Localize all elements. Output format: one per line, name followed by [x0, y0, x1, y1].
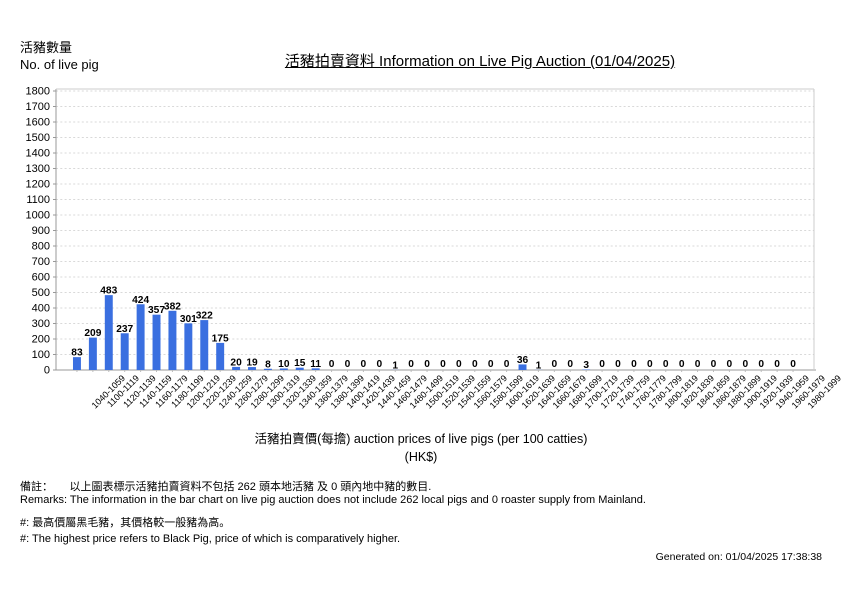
svg-text:237: 237	[116, 324, 133, 335]
svg-text:0: 0	[727, 359, 733, 370]
svg-text:0: 0	[711, 359, 717, 370]
svg-text:700: 700	[32, 256, 50, 268]
svg-text:1200: 1200	[26, 179, 50, 191]
svg-text:400: 400	[32, 303, 50, 315]
svg-text:0: 0	[345, 359, 351, 370]
svg-text:175: 175	[212, 333, 229, 344]
svg-text:3: 3	[583, 360, 589, 371]
svg-text:1000: 1000	[26, 210, 50, 222]
svg-text:0: 0	[774, 359, 780, 370]
svg-text:483: 483	[100, 286, 117, 297]
svg-text:0: 0	[504, 359, 510, 370]
svg-text:0: 0	[552, 359, 558, 370]
svg-text:200: 200	[32, 334, 50, 346]
svg-text:0: 0	[376, 359, 382, 370]
svg-text:0: 0	[742, 359, 748, 370]
svg-text:0: 0	[488, 359, 494, 370]
svg-text:1700: 1700	[26, 101, 50, 113]
svg-text:0: 0	[599, 359, 605, 370]
svg-text:0: 0	[615, 359, 621, 370]
svg-text:1: 1	[392, 360, 398, 371]
svg-text:0: 0	[472, 359, 478, 370]
svg-text:19: 19	[246, 358, 258, 369]
svg-text:0: 0	[408, 359, 414, 370]
svg-text:0: 0	[440, 359, 446, 370]
svg-text:800: 800	[32, 241, 50, 253]
svg-text:0: 0	[44, 365, 50, 377]
svg-text:0: 0	[456, 359, 462, 370]
svg-text:301: 301	[180, 314, 197, 325]
svg-text:900: 900	[32, 225, 50, 237]
svg-text:36: 36	[517, 355, 529, 366]
svg-text:500: 500	[32, 287, 50, 299]
svg-text:11: 11	[310, 359, 321, 370]
svg-text:1100: 1100	[26, 194, 50, 206]
svg-text:1800: 1800	[26, 86, 50, 98]
svg-text:0: 0	[567, 359, 573, 370]
svg-text:0: 0	[695, 359, 701, 370]
svg-text:20: 20	[230, 357, 242, 368]
svg-text:424: 424	[132, 295, 149, 306]
svg-text:382: 382	[164, 301, 181, 312]
svg-text:83: 83	[71, 348, 83, 359]
svg-text:1: 1	[536, 360, 542, 371]
svg-text:0: 0	[329, 359, 335, 370]
svg-text:1300: 1300	[26, 163, 50, 175]
svg-text:100: 100	[32, 349, 50, 361]
svg-text:0: 0	[679, 359, 685, 370]
svg-text:1600: 1600	[26, 117, 50, 129]
svg-text:0: 0	[647, 359, 653, 370]
svg-text:0: 0	[631, 359, 637, 370]
svg-text:15: 15	[294, 358, 306, 369]
svg-text:300: 300	[32, 318, 50, 330]
svg-text:8: 8	[265, 359, 271, 370]
svg-text:0: 0	[663, 359, 669, 370]
svg-text:0: 0	[790, 359, 796, 370]
svg-text:1400: 1400	[26, 148, 50, 160]
svg-text:1500: 1500	[26, 132, 50, 144]
svg-text:209: 209	[84, 328, 101, 339]
svg-text:600: 600	[32, 272, 50, 284]
svg-text:0: 0	[424, 359, 430, 370]
svg-text:10: 10	[278, 359, 290, 370]
svg-text:322: 322	[196, 311, 213, 322]
svg-text:0: 0	[758, 359, 764, 370]
svg-text:357: 357	[148, 305, 165, 316]
svg-text:0: 0	[361, 359, 367, 370]
